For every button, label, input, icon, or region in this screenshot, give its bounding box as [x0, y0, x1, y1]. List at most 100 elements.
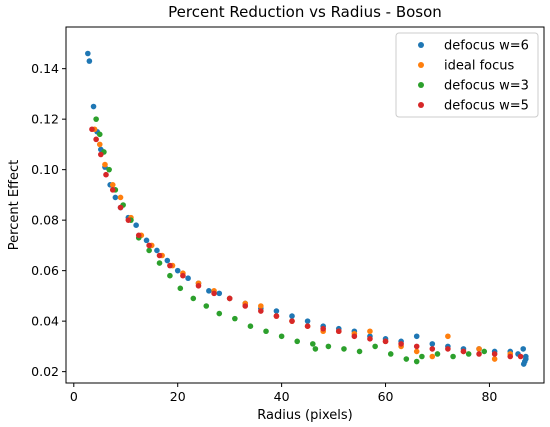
y-tick-label: 0.02	[31, 364, 59, 379]
x-tick-label: 0	[70, 389, 78, 404]
data-point	[203, 303, 210, 309]
data-point	[112, 194, 119, 201]
data-point	[133, 222, 139, 228]
data-point	[460, 348, 467, 355]
legend: defocus w=6 ideal focus defocus w=3 defocus…	[395, 32, 539, 118]
data-point	[476, 346, 482, 352]
data-point	[434, 351, 441, 357]
data-point	[507, 353, 514, 360]
data-point	[125, 217, 132, 223]
x-tick-label: 80	[481, 389, 497, 404]
data-point	[294, 338, 301, 345]
data-point	[304, 323, 311, 329]
data-point	[413, 333, 420, 340]
data-point	[93, 116, 99, 122]
data-point	[135, 232, 142, 239]
legend-marker	[418, 42, 424, 48]
legend-label: defocus w=5	[444, 99, 529, 114]
x-axis-label: Radius (pixels)	[257, 408, 352, 423]
series-defocus-w-3	[93, 116, 488, 365]
data-point	[247, 323, 254, 329]
y-tick-label: 0.04	[31, 314, 59, 329]
data-point	[96, 131, 103, 138]
data-point	[216, 290, 223, 297]
y-tick-label: 0.14	[31, 61, 59, 76]
data-point	[304, 318, 311, 324]
data-point	[372, 343, 378, 350]
data-point	[117, 204, 124, 211]
data-point	[273, 308, 280, 314]
data-point	[211, 290, 217, 297]
data-point	[117, 194, 124, 201]
data-point	[429, 341, 436, 347]
legend-marker	[418, 82, 424, 88]
data-point	[106, 166, 112, 173]
data-point	[164, 257, 171, 264]
data-point	[96, 141, 103, 148]
legend-box	[395, 32, 539, 118]
series-defocus-w-5	[89, 126, 524, 360]
data-point	[367, 336, 373, 342]
data-point	[429, 346, 436, 352]
data-point	[476, 351, 482, 357]
data-point	[206, 288, 212, 294]
data-point	[309, 341, 316, 347]
data-point	[481, 348, 488, 355]
legend-marker	[418, 62, 424, 68]
data-point	[180, 272, 186, 279]
y-axis-ticks: 0.02 0.04 0.06 0.08 0.10 0.12 0.14	[31, 61, 66, 379]
data-point	[403, 356, 410, 362]
x-axis-ticks: 0 20 40 60 80	[70, 383, 497, 404]
data-point	[445, 346, 451, 352]
data-point	[232, 315, 238, 322]
data-point	[491, 356, 498, 362]
data-point	[109, 187, 116, 193]
x-tick-label: 20	[170, 389, 186, 404]
data-point	[146, 242, 152, 249]
data-point	[398, 341, 404, 347]
data-point	[195, 282, 202, 289]
data-point	[450, 353, 456, 360]
data-point	[242, 303, 249, 309]
data-point	[167, 262, 173, 269]
data-point	[320, 325, 326, 332]
data-point	[156, 260, 163, 266]
data-point	[273, 313, 280, 319]
data-point	[190, 295, 197, 302]
data-point	[174, 267, 181, 274]
data-point	[258, 308, 264, 314]
data-point	[341, 346, 347, 352]
y-tick-label: 0.10	[31, 162, 59, 177]
data-point	[351, 333, 358, 340]
data-point	[289, 318, 295, 324]
data-point	[85, 50, 91, 57]
data-point	[258, 303, 264, 309]
legend-label: ideal focus	[444, 59, 514, 74]
y-tick-label: 0.06	[31, 263, 59, 278]
legend-label: defocus w=6	[444, 39, 529, 54]
data-point	[90, 103, 97, 110]
data-point	[520, 361, 527, 367]
series-ideal-focus	[91, 126, 514, 362]
y-tick-label: 0.12	[31, 112, 59, 127]
data-point	[382, 338, 389, 345]
data-point	[109, 182, 116, 188]
data-point	[278, 333, 285, 340]
data-point	[413, 348, 420, 355]
data-point	[143, 237, 150, 244]
data-point	[520, 346, 527, 352]
data-point	[356, 348, 363, 355]
data-point	[413, 358, 420, 365]
data-point	[103, 171, 109, 178]
y-axis-label: Percent Effect	[7, 160, 22, 250]
data-point	[325, 343, 332, 350]
data-point	[419, 353, 425, 360]
data-point	[413, 343, 420, 350]
data-point	[312, 346, 319, 352]
data-point	[156, 252, 163, 259]
data-point	[185, 275, 191, 282]
data-point	[86, 58, 93, 64]
data-point	[102, 161, 108, 168]
data-point	[98, 151, 104, 158]
